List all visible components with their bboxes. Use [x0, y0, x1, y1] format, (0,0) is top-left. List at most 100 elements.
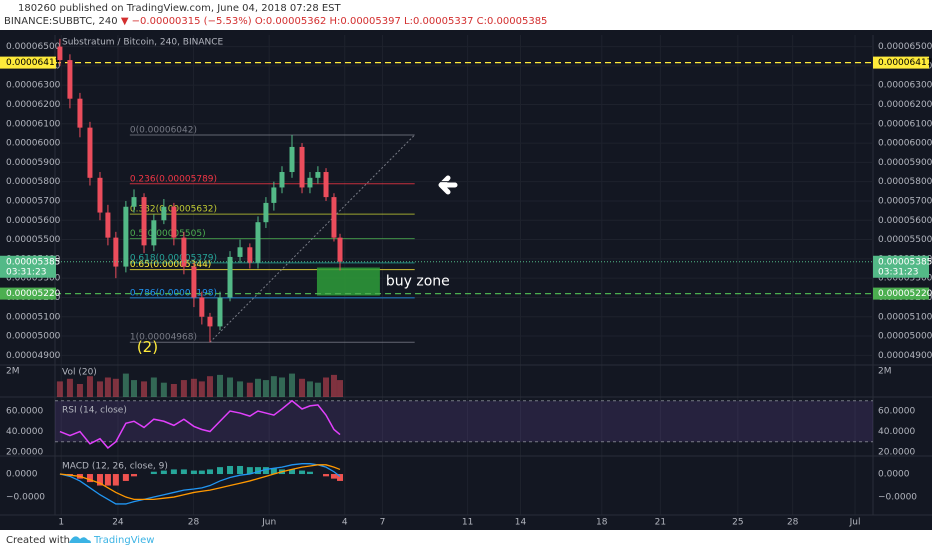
macd-line	[59, 464, 341, 500]
volume-bar	[278, 377, 285, 397]
y-tick-label: 0.00005900	[6, 158, 61, 168]
fib-label: 1(0.00004968)	[130, 333, 197, 343]
y-tick-label: 0.00005900	[878, 158, 932, 168]
price-box-label: 0.00006417	[878, 58, 932, 68]
candle-body	[87, 127, 93, 178]
y-tick-label: 60.0000	[6, 407, 43, 417]
y-tick-label: 0.00006300	[6, 81, 61, 91]
macd-hist	[150, 471, 157, 475]
y-tick-label: 0.00006500	[878, 42, 932, 52]
macd-hist	[96, 474, 103, 486]
y-tick-label: −0.0000	[878, 493, 917, 503]
volume-bar	[104, 377, 111, 397]
macd-hist	[337, 474, 344, 481]
rsi-line	[59, 399, 341, 449]
y-tick-label: 0.00005300	[6, 274, 61, 284]
volume-bar	[227, 377, 234, 397]
pane-title: Vol (20)	[62, 368, 97, 378]
y-tick-label: 20.0000	[878, 448, 915, 458]
y-tick-label: 0.00005700	[6, 196, 61, 206]
macd-hist	[198, 470, 205, 475]
macd-hist	[299, 470, 306, 475]
footer-brand: TradingView	[93, 535, 154, 546]
candle-body	[141, 197, 147, 246]
fib-label: 0(0.00006042)	[130, 125, 197, 135]
x-tick-label: 18	[596, 518, 608, 528]
volume-bar	[289, 373, 296, 397]
x-tick-label: 14	[515, 518, 527, 528]
macd-hist	[237, 465, 244, 475]
volume-bar	[112, 378, 119, 397]
candle-body	[57, 46, 63, 61]
volume-bar	[86, 376, 93, 397]
volume-bar	[141, 381, 148, 397]
y-tick-label: 40.0000	[6, 427, 43, 437]
fib-label: 0.65(0.00005344)	[130, 260, 211, 270]
ohlc-close: C:0.00005385	[477, 16, 548, 27]
candle-body	[299, 146, 305, 188]
macd-hist	[289, 469, 296, 475]
annotation: (2)	[137, 338, 158, 356]
rsi-band	[55, 400, 873, 442]
fib-label: 0.786(0.00005198)	[130, 288, 217, 298]
y-tick-label: 0.00005700	[878, 196, 932, 206]
candle-body	[263, 202, 269, 223]
x-tick-label: Jun	[261, 518, 276, 528]
y-tick-label: 0.00004900	[878, 351, 932, 361]
ohlc-low: L:0.00005337	[404, 16, 473, 27]
x-tick-label: 28	[188, 518, 200, 528]
volume-bar	[299, 378, 306, 397]
y-tick-label: 0.00005100	[878, 312, 932, 322]
y-tick-label: 0.00006500	[6, 42, 61, 52]
macd-hist	[262, 467, 269, 475]
buy-zone-label: buy zone	[386, 274, 450, 290]
volume-bar	[131, 380, 138, 397]
y-tick-label: 0.0000	[6, 470, 38, 480]
logo	[69, 536, 91, 543]
x-tick-label: 28	[787, 518, 799, 528]
volume-bar	[150, 377, 157, 397]
y-tick-label: 0.00005000	[6, 332, 61, 342]
candle-body	[67, 60, 73, 99]
volume-bar	[254, 378, 261, 397]
volume-bar	[122, 373, 129, 397]
y-tick-label: 0.00005100	[6, 312, 61, 322]
candle-body	[151, 220, 157, 246]
y-tick-label: 2M	[6, 366, 20, 376]
y-tick-label: 0.00006100	[878, 119, 932, 129]
price-box	[873, 56, 929, 69]
candle-body	[227, 256, 233, 298]
macd-hist	[112, 474, 119, 486]
price-box	[0, 56, 56, 69]
y-tick-label: 0.00005300	[878, 274, 932, 284]
price-box-label: 0.00005220	[878, 289, 932, 299]
candle-body	[191, 266, 197, 298]
price-box-label: 0.00006417	[6, 58, 60, 68]
x-tick-label: 7	[380, 518, 386, 528]
price-box	[0, 255, 56, 278]
footer-text: Created with	[6, 535, 70, 546]
author-line: 180260 published on TradingView.com, Jun…	[18, 3, 342, 14]
y-tick-label: 0.00005800	[6, 177, 61, 187]
macd-hist	[306, 471, 313, 475]
y-tick-label: 0.00006100	[6, 119, 61, 129]
macd-hist	[180, 469, 187, 475]
buy-zone	[316, 267, 380, 296]
candle-body	[181, 237, 187, 267]
y-tick-label: 0.00006000	[6, 139, 61, 149]
macd-hist	[86, 474, 93, 483]
fib-label: 0.5(0.00005505)	[130, 229, 206, 239]
price-box-label: 0.00005385	[878, 257, 932, 267]
x-tick-label: 24	[112, 518, 124, 528]
x-tick-label: 1	[58, 518, 64, 528]
candle-body	[271, 187, 277, 203]
candle-body	[217, 297, 223, 327]
y-tick-label: 0.00006200	[6, 100, 61, 110]
macd-hist	[246, 467, 253, 475]
volume-bar	[198, 381, 205, 397]
volume-bar	[170, 383, 177, 397]
candle-body	[77, 98, 83, 128]
volume-bar	[76, 383, 83, 397]
change: ▼ −0.00000315 (−5.53%)	[121, 16, 252, 27]
